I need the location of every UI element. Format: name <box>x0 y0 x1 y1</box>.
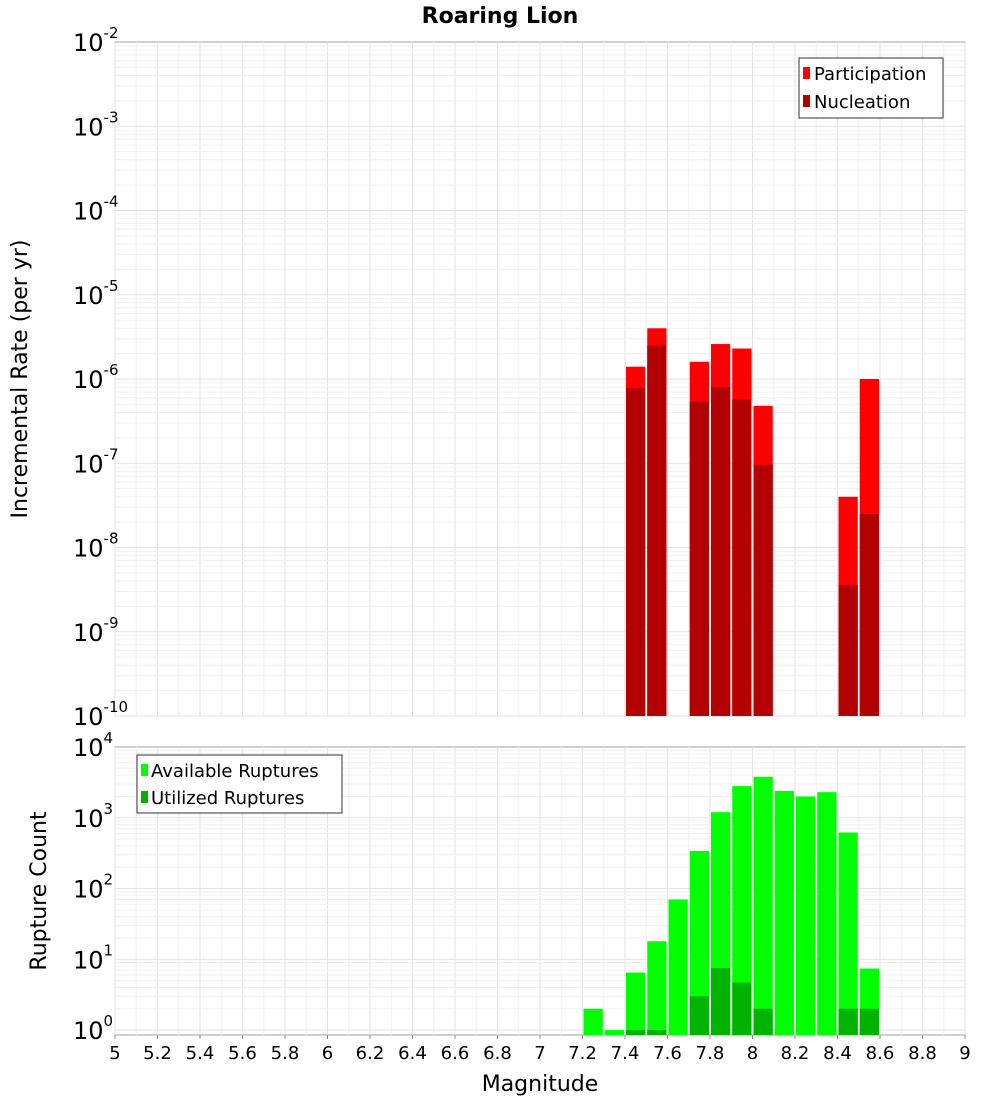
rate-y-tick-label: 10-9 <box>73 614 119 647</box>
x-tick-label: 5 <box>109 1043 120 1064</box>
count-y-tick-label: 102 <box>73 871 113 904</box>
count-plot-legend: Available Ruptures Utilized Ruptures <box>136 754 343 814</box>
rate-y-tick-label: 10-4 <box>73 193 119 226</box>
count-plot-bars <box>583 776 879 1035</box>
bar-available-ruptures <box>604 1030 624 1035</box>
rate-plot-ylabel: Incremental Rate (per yr) <box>8 240 33 519</box>
x-tick-label: 5.6 <box>228 1043 257 1064</box>
x-tick-label: 8.4 <box>823 1043 852 1064</box>
count-y-tick-label: 100 <box>73 1012 113 1045</box>
bar-nucleation <box>753 464 773 716</box>
x-tick-label: 6.8 <box>483 1043 512 1064</box>
x-tick-label: 7 <box>534 1043 545 1064</box>
bar-utilized-ruptures <box>859 1008 879 1035</box>
count-y-tick-label: 101 <box>73 941 113 974</box>
count-y-tick-label: 104 <box>73 729 113 762</box>
legend-swatch-utilized <box>141 791 148 803</box>
legend-label-utilized: Utilized Ruptures <box>151 788 304 809</box>
bar-utilized-ruptures <box>711 968 731 1035</box>
legend-label-nucleation: Nucleation <box>814 92 910 113</box>
bar-available-ruptures <box>796 796 816 1035</box>
rate-plot-y-ticks: 10-10 10-9 10-8 10-7 10-6 10-5 10-4 10-3 10-2 <box>73 24 128 731</box>
legend-swatch-nucleation <box>803 95 810 107</box>
bar-utilized-ruptures <box>647 1030 667 1035</box>
bar-available-ruptures <box>838 832 858 1035</box>
x-tick-label: 7.8 <box>696 1043 725 1064</box>
x-tick-label: 5.4 <box>186 1043 215 1064</box>
bar-available-ruptures <box>647 941 667 1035</box>
x-tick-label: 8.2 <box>781 1043 810 1064</box>
bar-available-ruptures <box>626 972 646 1035</box>
bar-utilized-ruptures <box>732 982 752 1035</box>
rate-y-tick-label: 10-10 <box>73 698 128 731</box>
bar-nucleation <box>859 513 879 716</box>
x-tick-label: 5.8 <box>271 1043 300 1064</box>
x-tick-label: 7.6 <box>653 1043 682 1064</box>
count-plot-grid <box>114 747 966 1035</box>
rate-y-tick-label: 10-7 <box>73 445 119 478</box>
x-tick-label: 6 <box>322 1043 333 1064</box>
legend-label-available: Available Ruptures <box>151 761 319 782</box>
rate-plot-legend: Participation Nucleation <box>798 57 944 119</box>
bar-available-ruptures <box>732 786 752 1035</box>
x-tick-label: 9 <box>959 1043 970 1064</box>
x-tick-label: 7.4 <box>611 1043 640 1064</box>
x-tick-label: 6.6 <box>441 1043 470 1064</box>
count-plot-x-ticks: 5 5.2 5.4 5.6 5.8 6 6.2 6.4 6.6 6.8 7 7.2 7.4 7.6 7.8 8… <box>109 1035 971 1064</box>
count-legend-box <box>136 754 343 814</box>
bar-utilized-ruptures <box>626 1030 646 1035</box>
x-tick-label: 8.8 <box>908 1043 937 1064</box>
x-tick-label: 5.2 <box>143 1043 172 1064</box>
count-plot-y-ticks: 100 101 102 103 104 <box>73 729 113 1045</box>
count-y-tick-label: 103 <box>73 800 113 833</box>
bar-available-ruptures <box>668 899 688 1035</box>
bar-available-ruptures <box>774 790 794 1035</box>
rate-legend-box <box>798 57 944 119</box>
bar-available-ruptures <box>753 776 773 1035</box>
bar-nucleation <box>647 345 667 716</box>
bar-utilized-ruptures <box>838 1008 858 1035</box>
count-plot-panel: 100 101 102 103 104 5 5.2 5.4 5.6 5.8 6 6.2 6.4 6.6 6… <box>27 729 971 1097</box>
x-tick-label: 7.2 <box>568 1043 597 1064</box>
x-tick-label: 6.2 <box>356 1043 385 1064</box>
rate-plot-bars <box>626 328 879 716</box>
legend-swatch-participation <box>803 67 810 79</box>
chart-title: Roaring Lion <box>422 4 579 29</box>
bar-nucleation <box>732 399 752 716</box>
rate-plot-panel: 10-10 10-9 10-8 10-7 10-6 10-5 10-4 10-3 10-2 In… <box>8 24 966 731</box>
bar-available-ruptures <box>689 850 709 1035</box>
legend-swatch-available <box>141 764 148 776</box>
bar-utilized-ruptures <box>753 1008 773 1035</box>
x-tick-label: 8 <box>747 1043 758 1064</box>
bar-nucleation <box>626 388 646 716</box>
bar-nucleation <box>838 584 858 716</box>
rate-y-tick-label: 10-6 <box>73 361 119 394</box>
rate-y-tick-label: 10-5 <box>73 277 119 310</box>
bar-available-ruptures <box>583 1008 603 1035</box>
rate-y-tick-label: 10-8 <box>73 530 119 563</box>
rate-plot-grid <box>114 42 966 717</box>
rate-y-tick-label: 10-3 <box>73 108 119 141</box>
bar-utilized-ruptures <box>689 996 709 1035</box>
legend-label-participation: Participation <box>814 64 926 85</box>
x-tick-label: 6.4 <box>398 1043 427 1064</box>
count-plot-ylabel: Rupture Count <box>27 811 52 971</box>
count-plot-xlabel: Magnitude <box>482 1072 599 1097</box>
bar-available-ruptures <box>817 792 837 1035</box>
bar-nucleation <box>711 387 731 716</box>
x-tick-label: 8.6 <box>866 1043 895 1064</box>
bar-nucleation <box>689 401 709 716</box>
rate-y-tick-label: 10-2 <box>73 24 119 57</box>
